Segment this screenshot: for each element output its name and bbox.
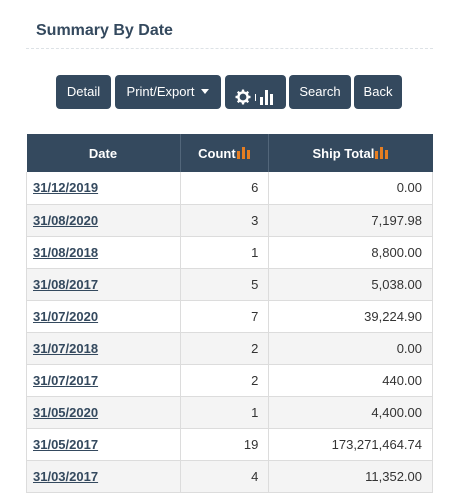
column-header-count[interactable]: Count xyxy=(180,134,270,172)
table-row: 31/05/2017 19 173,271,464.74 xyxy=(26,428,433,461)
detail-button[interactable]: Detail xyxy=(56,75,111,109)
count-cell: 2 xyxy=(180,364,270,397)
count-cell: 5 xyxy=(180,268,270,301)
ship-total-cell: 173,271,464.74 xyxy=(268,428,433,461)
table-row: 31/05/2020 1 4,400.00 xyxy=(26,396,433,429)
date-link[interactable]: 31/03/2017 xyxy=(33,468,99,484)
count-cell: 1 xyxy=(180,396,270,429)
date-cell: 31/08/2018 xyxy=(26,236,181,269)
date-link[interactable]: 31/07/2017 xyxy=(33,372,99,388)
separator xyxy=(255,94,256,101)
chart-settings-button[interactable] xyxy=(225,75,286,109)
ship-total-cell: 5,038.00 xyxy=(268,268,433,301)
title-divider xyxy=(26,48,433,49)
count-cell: 19 xyxy=(180,428,270,461)
column-header-label: Count xyxy=(198,145,236,161)
table-row: 31/08/2020 3 7,197.98 xyxy=(26,204,433,237)
table-row: 31/07/2020 7 39,224.90 xyxy=(26,300,433,333)
ship-total-cell: 4,400.00 xyxy=(268,396,433,429)
gear-icon xyxy=(235,89,251,105)
table-row: 31/03/2017 4 11,352.00 xyxy=(26,460,433,493)
date-cell: 31/07/2020 xyxy=(26,300,181,333)
date-cell: 31/07/2017 xyxy=(26,364,181,397)
date-link[interactable]: 31/12/2019 xyxy=(33,180,99,196)
date-cell: 31/12/2019 xyxy=(26,172,181,205)
back-button[interactable]: Back xyxy=(354,75,402,109)
table-row: 31/07/2017 2 440.00 xyxy=(26,364,433,397)
date-link[interactable]: 31/05/2020 xyxy=(33,404,99,420)
date-cell: 31/08/2020 xyxy=(26,204,181,237)
bar-chart-icon[interactable] xyxy=(236,147,251,160)
bar-chart-icon xyxy=(260,90,273,105)
ship-total-cell: 0.00 xyxy=(268,332,433,365)
table-row: 31/07/2018 2 0.00 xyxy=(26,332,433,365)
date-link[interactable]: 31/07/2020 xyxy=(33,308,99,324)
ship-total-cell: 7,197.98 xyxy=(268,204,433,237)
page-title: Summary By Date xyxy=(36,22,173,39)
ship-total-cell: 440.00 xyxy=(268,364,433,397)
search-button[interactable]: Search xyxy=(289,75,351,109)
date-link[interactable]: 31/08/2017 xyxy=(33,276,99,292)
table-row: 31/08/2017 5 5,038.00 xyxy=(26,268,433,301)
column-header-ship-total[interactable]: Ship Total xyxy=(268,134,433,172)
ship-total-cell: 0.00 xyxy=(268,172,433,205)
date-cell: 31/05/2020 xyxy=(26,396,181,429)
count-cell: 7 xyxy=(180,300,270,333)
table-header-row: Date Count Ship Total xyxy=(26,134,433,172)
column-header-date[interactable]: Date xyxy=(26,134,181,172)
column-header-label: Date xyxy=(88,145,118,161)
ship-total-cell: 8,800.00 xyxy=(268,236,433,269)
count-cell: 2 xyxy=(180,332,270,365)
summary-table: Date Count Ship Total 31/12/2019 6 0.00 … xyxy=(26,134,433,493)
count-cell: 6 xyxy=(180,172,270,205)
table-row: 31/12/2019 6 0.00 xyxy=(26,172,433,205)
date-cell: 31/08/2017 xyxy=(26,268,181,301)
date-link[interactable]: 31/07/2018 xyxy=(33,340,99,356)
date-link[interactable]: 31/05/2017 xyxy=(33,436,99,452)
caret-down-icon xyxy=(201,89,210,95)
count-cell: 4 xyxy=(180,460,270,493)
count-cell: 1 xyxy=(180,236,270,269)
date-link[interactable]: 31/08/2020 xyxy=(33,212,99,228)
date-cell: 31/03/2017 xyxy=(26,460,181,493)
date-cell: 31/05/2017 xyxy=(26,428,181,461)
print-export-label: Print/Export xyxy=(126,84,195,99)
table-row: 31/08/2018 1 8,800.00 xyxy=(26,236,433,269)
date-cell: 31/07/2018 xyxy=(26,332,181,365)
print-export-button[interactable]: Print/Export xyxy=(115,75,221,109)
ship-total-cell: 39,224.90 xyxy=(268,300,433,333)
bar-chart-icon[interactable] xyxy=(375,147,389,160)
count-cell: 3 xyxy=(180,204,270,237)
ship-total-cell: 11,352.00 xyxy=(268,460,433,493)
column-header-label: Ship Total xyxy=(312,145,375,161)
date-link[interactable]: 31/08/2018 xyxy=(33,244,99,260)
